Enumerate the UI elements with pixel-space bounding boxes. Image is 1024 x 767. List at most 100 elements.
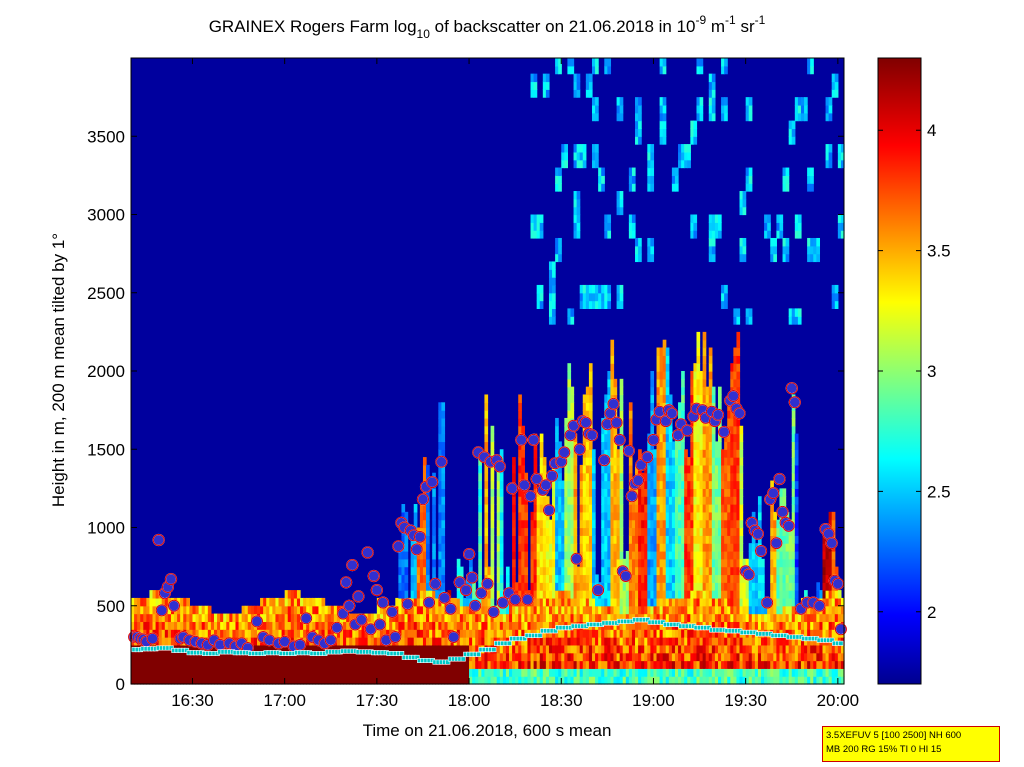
- heatmap-cell: [779, 558, 784, 568]
- heatmap-cell: [776, 519, 781, 529]
- heatmap-cell: [628, 550, 633, 560]
- heatmap-cell: [564, 480, 568, 489]
- heatmap-cell: [604, 511, 608, 521]
- heatmap-cell: [601, 433, 605, 443]
- heatmap-cell: [619, 527, 624, 536]
- heatmap-cell: [714, 504, 719, 513]
- heatmap-cell: [693, 668, 698, 677]
- heatmap-cell: [552, 543, 556, 552]
- heatmap-cell: [312, 676, 316, 685]
- heatmap-cell: [601, 652, 605, 662]
- heatmap-cell: [607, 504, 612, 513]
- heatmap-cell: [582, 449, 587, 458]
- heatmap-cell: [721, 97, 725, 106]
- heatmap-cell: [816, 582, 821, 591]
- heatmap-cell: [810, 629, 814, 638]
- heatmap-cell: [579, 637, 584, 646]
- heatmap-cell: [776, 574, 781, 583]
- heatmap-cell: [432, 566, 436, 576]
- heatmap-cell: [386, 660, 390, 669]
- heatmap-cell: [721, 629, 725, 638]
- heatmap-cell: [641, 644, 645, 654]
- heatmap-cell: [656, 519, 661, 529]
- heatmap-cell: [346, 629, 350, 638]
- heatmap-cell: [146, 605, 151, 615]
- heatmap-cell: [628, 605, 633, 615]
- heatmap-cell: [662, 449, 667, 458]
- heatmap-cell: [576, 590, 581, 599]
- heatmap-cell: [521, 464, 525, 474]
- heatmap-cell: [339, 637, 344, 646]
- heatmap-cell: [714, 676, 719, 685]
- heatmap-cell: [711, 97, 716, 106]
- heatmap-cell: [736, 472, 741, 482]
- heatmap-cell: [622, 605, 627, 615]
- heatmap-cell: [631, 582, 636, 591]
- heatmap-cell: [278, 676, 283, 685]
- heatmap-cell: [502, 621, 507, 630]
- heatmap-cell: [588, 535, 593, 544]
- heatmap-cell: [521, 457, 525, 466]
- heatmap-cell: [336, 652, 341, 662]
- heatmap-cell: [585, 511, 590, 521]
- heatmap-cell: [730, 550, 734, 560]
- heatmap-cell: [607, 472, 612, 482]
- heatmap-cell: [745, 597, 750, 607]
- heatmap-cell: [696, 637, 701, 646]
- heatmap-cell: [647, 629, 651, 638]
- heatmap-cell: [644, 550, 648, 560]
- heatmap-cell: [794, 621, 799, 630]
- heatmap-cell: [699, 472, 704, 482]
- heatmap-cell: [702, 378, 707, 388]
- heatmap-cell: [733, 597, 738, 607]
- heatmap-cell: [813, 237, 817, 247]
- heatmap-cell: [690, 613, 695, 623]
- heatmap-cell: [555, 574, 559, 583]
- heatmap-cell: [456, 613, 461, 623]
- heatmap-cell: [718, 597, 722, 607]
- heatmap-cell: [358, 637, 363, 646]
- heatmap-cell: [576, 89, 581, 98]
- heatmap-cell: [496, 535, 501, 544]
- heatmap-cell: [198, 660, 203, 669]
- heatmap-cell: [518, 496, 522, 505]
- heatmap-cell: [555, 511, 559, 521]
- heatmap-cell: [558, 566, 562, 576]
- heatmap-cell: [736, 480, 741, 489]
- heatmap-cell: [152, 621, 157, 630]
- heatmap-cell: [499, 629, 504, 638]
- heatmap-cell: [773, 527, 777, 536]
- heatmap-cell: [641, 629, 645, 638]
- heatmap-cell: [699, 676, 704, 685]
- heatmap-cell: [306, 668, 310, 677]
- heatmap-cell: [656, 363, 661, 372]
- heatmap-cell: [552, 668, 556, 677]
- heatmap-cell: [585, 574, 590, 583]
- heatmap-cell: [684, 496, 688, 505]
- heatmap-cell: [561, 582, 565, 591]
- heatmap-cell: [699, 629, 704, 638]
- heatmap-cell: [441, 433, 446, 443]
- heatmap-cell: [303, 637, 307, 646]
- heatmap-cell: [321, 676, 326, 685]
- heatmap-cell: [733, 417, 738, 427]
- heatmap-cell: [149, 676, 154, 685]
- heatmap-cell: [426, 676, 430, 685]
- heatmap-cell: [653, 543, 658, 552]
- heatmap-cell: [610, 652, 615, 662]
- heatmap-cell: [619, 292, 624, 302]
- heatmap-cell: [260, 652, 264, 662]
- heatmap-cell: [395, 668, 399, 677]
- heatmap-cell: [665, 347, 670, 356]
- heatmap-cell: [339, 629, 344, 638]
- heatmap-cell: [610, 496, 615, 505]
- heatmap-cell: [539, 527, 544, 536]
- heatmap-cell: [548, 629, 553, 638]
- heatmap-cell: [662, 527, 667, 536]
- heatmap-cell: [662, 644, 667, 654]
- heatmap-cell: [791, 417, 796, 427]
- heatmap-cell: [739, 191, 744, 200]
- heatmap-cell: [266, 644, 270, 654]
- heatmap-cell: [807, 613, 811, 623]
- heatmap-cell: [582, 558, 587, 568]
